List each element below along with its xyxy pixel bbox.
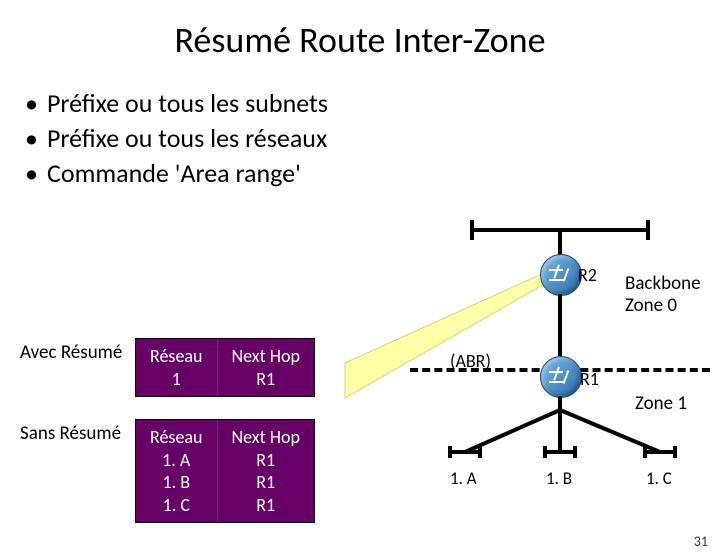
bullet-3: •Commande 'Area range': [25, 157, 720, 189]
td-hop-b: R1: [232, 471, 300, 494]
th-nexthop: Next Hop: [232, 345, 300, 368]
network-diagram: R2 BackboneZone 0 (ABR) R1 Zone 1 1. A 1…: [430, 218, 720, 528]
table-without-summary: Sans Résumé Réseau 1. A 1. B 1. C Next H…: [20, 419, 315, 523]
table-label-with: Avec Résumé: [20, 338, 135, 364]
th-nexthop2: Next Hop: [232, 426, 300, 449]
td-net-c: 1. C: [150, 494, 203, 517]
router-r2: [540, 254, 582, 296]
route-tables: Avec Résumé Réseau 1 Next Hop R1 Sans Ré…: [20, 338, 315, 545]
detail-table: Réseau 1. A 1. B 1. C Next Hop R1 R1 R1: [135, 419, 315, 523]
td-hop-a: R1: [232, 449, 300, 472]
router-r1: [540, 356, 582, 398]
table-with-summary: Avec Résumé Réseau 1 Next Hop R1: [20, 338, 315, 397]
legs: [430, 394, 720, 514]
td-net-a: 1. A: [150, 449, 203, 472]
label-r1: R1: [580, 368, 599, 390]
slide-title: Résumé Route Inter-Zone: [0, 18, 720, 62]
page-number: 31: [694, 533, 708, 550]
bullet-list: •Préfixe ou tous les subnets •Préfixe ou…: [25, 87, 720, 189]
leaf-b: 1. B: [546, 468, 572, 489]
leaf-a: 1. A: [450, 468, 477, 489]
label-r2: R2: [578, 264, 597, 286]
table-label-without: Sans Résumé: [20, 419, 135, 445]
label-backbone: BackboneZone 0: [625, 273, 701, 317]
summary-table: Réseau 1 Next Hop R1: [135, 338, 315, 397]
td-hop-c: R1: [232, 494, 300, 517]
leaf-c: 1. C: [646, 468, 672, 489]
label-abr: (ABR): [450, 350, 491, 372]
bullet-2: •Préfixe ou tous les réseaux: [25, 122, 720, 154]
th-network: Réseau: [150, 345, 203, 368]
th-network2: Réseau: [150, 426, 203, 449]
td-net-b: 1. B: [150, 471, 203, 494]
td-nexthop: R1: [232, 368, 300, 391]
td-network: 1: [150, 368, 203, 391]
bullet-1: •Préfixe ou tous les subnets: [25, 87, 720, 119]
